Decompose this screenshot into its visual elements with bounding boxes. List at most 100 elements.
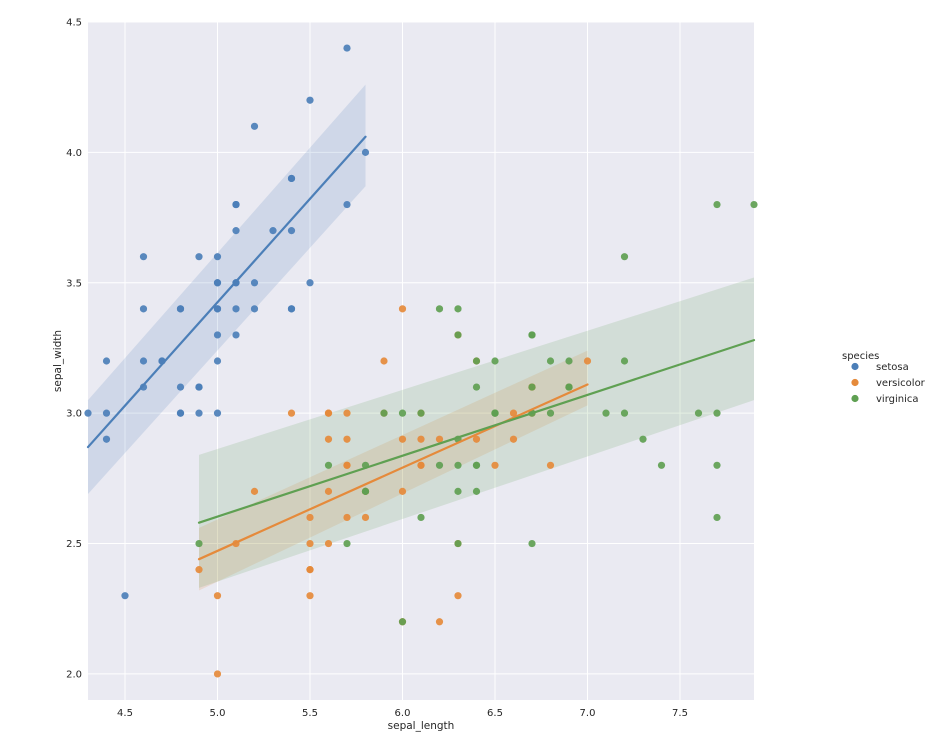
virginica-point [491,409,499,417]
legend: species setosa versicolor virginica [842,351,926,405]
setosa-point [139,383,148,391]
virginica-point [417,409,425,417]
versicolor-point [583,357,592,365]
x-tick-labels: 4.5 5.0 5.5 6.0 6.5 7.0 7.5 [117,708,688,719]
x-tick-label: 7.5 [672,708,688,719]
y-tick-label: 4.5 [66,18,82,29]
virginica-point [454,461,462,469]
virginica-point [417,513,425,522]
y-tick-label: 2.5 [66,539,82,550]
legend-title: species [842,351,879,362]
legend-marker-virginica [851,394,859,403]
virginica-point [491,357,499,365]
y-tick-label: 3.5 [66,278,82,289]
x-tick-label: 6.5 [487,708,503,719]
virginica-point [546,409,555,417]
setosa-point [287,174,296,183]
setosa-point [213,279,222,287]
versicolor-point [324,539,333,548]
setosa-point [232,200,240,209]
setosa-point [250,122,259,130]
virginica-regression-line [197,339,756,524]
x-tick-label: 7.0 [580,708,596,719]
versicolor-point [343,461,351,469]
versicolor-regression-line [197,383,589,561]
virginica-point [657,461,666,469]
virginica-point [435,461,444,469]
virginica-point [620,253,629,261]
setosa-point [361,148,370,156]
virginica-point [361,487,370,495]
virginica-point [472,487,481,495]
setosa-point [139,253,148,261]
setosa-point [306,96,314,104]
setosa-confidence-band [88,84,366,494]
versicolor-point [343,409,351,417]
setosa-point [195,383,203,391]
virginica-point [546,357,555,365]
virginica-point [713,513,721,522]
virginica-point [639,435,647,443]
virginica-point [454,305,462,313]
setosa-point [232,331,240,339]
setosa-point [213,357,222,365]
virginica-point [195,539,203,548]
virginica-point [454,539,462,548]
y-tick-label: 2.0 [66,669,82,680]
versicolor-point [213,670,222,678]
virginica-point [324,461,333,469]
versicolor-point [398,305,407,313]
versicolor-point [546,461,555,469]
versicolor-confidence-band [199,350,588,591]
versicolor-point [324,409,333,417]
virginica-point [398,618,407,626]
setosa-point [232,227,240,235]
setosa-point [306,279,314,287]
plot-area [88,22,754,700]
versicolor-point [491,461,499,469]
versicolor-point [343,435,351,443]
setosa-point [250,305,259,313]
versicolor-point [509,409,518,417]
versicolor-point [324,487,333,495]
legend-marker-setosa [851,362,859,371]
virginica-point [713,461,721,469]
y-tick-label: 3.0 [66,409,82,420]
virginica-point [620,357,629,365]
virginica-confidence-band [199,277,754,588]
virginica-point [528,539,536,548]
setosa-point [176,383,185,391]
versicolor-point [398,487,407,495]
virginica-point [620,409,629,417]
setosa-point [250,279,259,287]
legend-marker-versicolor [851,378,859,387]
setosa-point [213,253,222,261]
versicolor-point [398,435,407,443]
regression-lines [86,135,756,561]
virginica-point [398,409,407,417]
setosa-point [213,305,222,313]
setosa-point [232,305,240,313]
virginica-point [472,357,481,365]
setosa-point [121,592,129,600]
versicolor-point [306,566,314,574]
versicolor-point [324,435,333,443]
virginica-point [565,383,573,391]
setosa-point [213,331,222,339]
setosa-point [287,227,296,235]
virginica-point [528,331,536,339]
versicolor-point [306,513,314,522]
confidence-bands [88,84,754,591]
y-tick-labels: 2.0 2.5 3.0 3.5 4.0 4.5 [66,18,82,681]
legend-label-virginica: virginica [876,394,919,405]
x-tick-label: 6.0 [395,708,411,719]
setosa-point [176,409,185,417]
setosa-point [213,409,222,417]
x-tick-label: 4.5 [117,708,133,719]
virginica-point [528,383,536,391]
y-tick-label: 4.0 [66,148,82,159]
setosa-point [195,253,203,261]
versicolor-point [343,513,351,522]
y-axis-label: sepal_width [52,330,64,392]
